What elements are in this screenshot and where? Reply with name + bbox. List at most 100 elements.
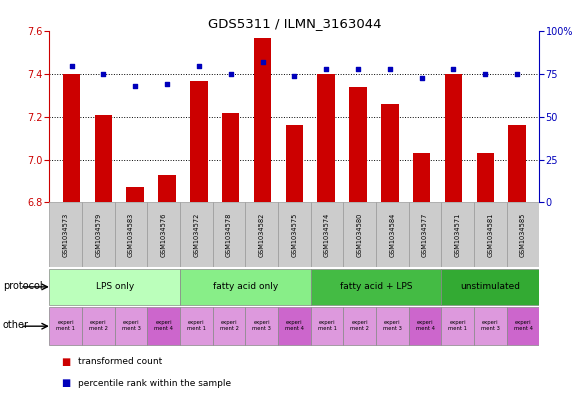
Point: [99, 71, 108, 77]
Point: [321, 66, 331, 72]
Point: [481, 71, 490, 77]
Point: [353, 66, 362, 72]
Bar: [245, 307, 278, 345]
Text: experi
ment 3: experi ment 3: [252, 320, 271, 331]
Bar: [441, 202, 474, 267]
Text: GSM1034583: GSM1034583: [128, 213, 134, 257]
Text: experi
ment 3: experi ment 3: [481, 320, 500, 331]
Text: GSM1034571: GSM1034571: [455, 213, 461, 257]
Text: experi
ment 1: experi ment 1: [56, 320, 75, 331]
Text: experi
ment 3: experi ment 3: [383, 320, 402, 331]
Bar: [285, 125, 303, 202]
Bar: [409, 307, 441, 345]
Point: [162, 81, 172, 88]
Text: GSM1034577: GSM1034577: [422, 213, 428, 257]
Bar: [413, 153, 430, 202]
Point: [67, 62, 76, 69]
Text: fatty acid + LPS: fatty acid + LPS: [340, 282, 412, 290]
Text: GSM1034581: GSM1034581: [487, 213, 494, 257]
Bar: [254, 38, 271, 202]
Text: GSM1034580: GSM1034580: [357, 213, 362, 257]
Bar: [343, 202, 376, 267]
Bar: [349, 87, 367, 202]
Bar: [49, 269, 180, 305]
Text: fatty acid only: fatty acid only: [213, 282, 278, 290]
Bar: [507, 307, 539, 345]
Text: experi
ment 4: experi ment 4: [285, 320, 304, 331]
Text: experi
ment 4: experi ment 4: [513, 320, 532, 331]
Bar: [474, 202, 507, 267]
Text: percentile rank within the sample: percentile rank within the sample: [78, 379, 231, 387]
Bar: [474, 307, 507, 345]
Point: [449, 66, 458, 72]
Title: GDS5311 / ILMN_3163044: GDS5311 / ILMN_3163044: [208, 17, 381, 30]
Text: GSM1034584: GSM1034584: [389, 213, 396, 257]
Text: LPS only: LPS only: [96, 282, 134, 290]
Bar: [245, 202, 278, 267]
Text: ■: ■: [61, 378, 70, 388]
Text: experi
ment 2: experi ment 2: [219, 320, 238, 331]
Text: GSM1034578: GSM1034578: [226, 213, 232, 257]
Text: experi
ment 3: experi ment 3: [122, 320, 140, 331]
Text: unstimulated: unstimulated: [461, 282, 520, 290]
Bar: [311, 307, 343, 345]
Text: GSM1034585: GSM1034585: [520, 213, 526, 257]
Bar: [477, 153, 494, 202]
Point: [258, 59, 267, 65]
Text: experi
ment 1: experi ment 1: [187, 320, 206, 331]
Text: transformed count: transformed count: [78, 357, 162, 366]
Point: [417, 74, 426, 81]
Text: GSM1034576: GSM1034576: [161, 213, 166, 257]
Bar: [180, 307, 213, 345]
Point: [194, 62, 204, 69]
Text: experi
ment 1: experi ment 1: [317, 320, 336, 331]
Point: [226, 71, 235, 77]
Bar: [147, 307, 180, 345]
Bar: [507, 202, 539, 267]
Text: experi
ment 4: experi ment 4: [154, 320, 173, 331]
Bar: [126, 187, 144, 202]
Bar: [222, 113, 240, 202]
Bar: [311, 269, 441, 305]
Text: GSM1034572: GSM1034572: [193, 213, 200, 257]
Bar: [190, 81, 208, 202]
Bar: [82, 307, 115, 345]
Bar: [441, 307, 474, 345]
Bar: [376, 202, 409, 267]
Text: protocol: protocol: [3, 281, 42, 291]
Point: [385, 66, 394, 72]
Bar: [409, 202, 441, 267]
Bar: [115, 202, 147, 267]
Text: GSM1034574: GSM1034574: [324, 213, 330, 257]
Bar: [115, 307, 147, 345]
Bar: [180, 202, 213, 267]
Bar: [213, 202, 245, 267]
Bar: [381, 104, 398, 202]
Bar: [158, 174, 176, 202]
Bar: [376, 307, 409, 345]
Text: experi
ment 2: experi ment 2: [89, 320, 108, 331]
Text: GSM1034579: GSM1034579: [95, 213, 102, 257]
Bar: [49, 202, 82, 267]
Bar: [147, 202, 180, 267]
Text: experi
ment 1: experi ment 1: [448, 320, 467, 331]
Text: GSM1034575: GSM1034575: [291, 213, 298, 257]
Text: GSM1034573: GSM1034573: [63, 213, 68, 257]
Bar: [278, 202, 311, 267]
Text: other: other: [3, 320, 29, 331]
Text: experi
ment 4: experi ment 4: [415, 320, 434, 331]
Bar: [82, 202, 115, 267]
Bar: [317, 74, 335, 202]
Text: ■: ■: [61, 356, 70, 367]
Bar: [441, 269, 539, 305]
Bar: [311, 202, 343, 267]
Bar: [343, 307, 376, 345]
Text: GSM1034582: GSM1034582: [259, 213, 264, 257]
Bar: [49, 307, 82, 345]
Bar: [213, 307, 245, 345]
Bar: [509, 125, 526, 202]
Point: [513, 71, 522, 77]
Bar: [180, 269, 311, 305]
Text: experi
ment 2: experi ment 2: [350, 320, 369, 331]
Point: [290, 73, 299, 79]
